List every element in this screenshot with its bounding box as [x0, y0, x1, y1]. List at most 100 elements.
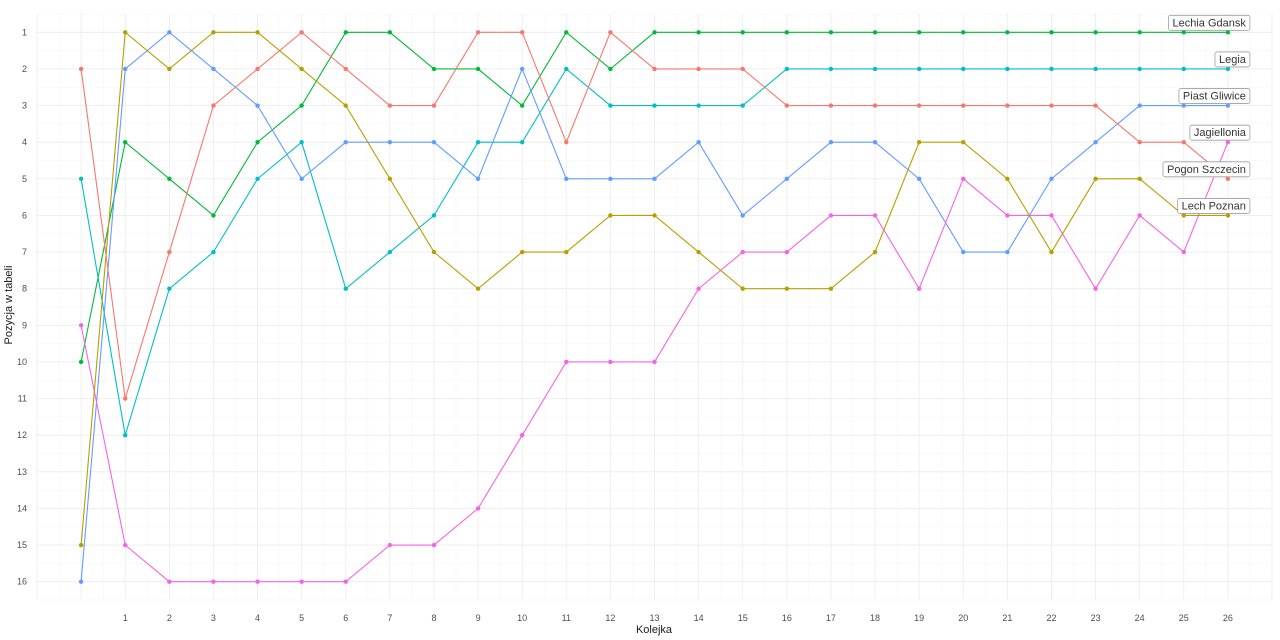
data-point-legia: [872, 66, 878, 72]
data-point-jagiellonia: [1049, 213, 1054, 218]
data-point-legia: [299, 139, 304, 145]
end-label-lechia-gdansk: Lechia Gdansk: [1168, 14, 1251, 31]
data-point-legia: [740, 103, 745, 108]
data-point-lech-poznan: [652, 213, 657, 218]
data-point-jagiellonia: [1093, 286, 1098, 291]
data-point-lech-poznan: [255, 30, 260, 35]
x-tick-label: 14: [694, 613, 704, 623]
series-jagiellonia: [78, 139, 1231, 584]
data-point-piast-gliwice: [784, 176, 790, 182]
end-label-box-lech-poznan: [1177, 198, 1251, 214]
data-point-pogon-szczecin: [652, 66, 657, 72]
x-tick-label: 7: [387, 613, 392, 623]
data-point-jagiellonia: [961, 176, 966, 182]
y-tick-label: 12: [17, 430, 27, 440]
data-point-legia: [828, 66, 834, 72]
data-point-lechia-gdansk: [431, 66, 437, 72]
data-point-pogon-szczecin: [211, 103, 216, 108]
data-point-legia: [1093, 66, 1098, 72]
data-point-legia: [255, 176, 260, 182]
data-point-lech-poznan: [916, 139, 922, 145]
data-point-jagiellonia: [1137, 213, 1142, 218]
x-tick-label: 20: [958, 613, 968, 623]
x-tick-label: 3: [211, 613, 216, 623]
end-label-text-lech-poznan: Lech Poznan: [1182, 200, 1246, 212]
data-point-piast-gliwice: [475, 176, 481, 182]
y-axis-title: Pozycja w tabeli: [3, 266, 15, 345]
data-point-piast-gliwice: [343, 139, 348, 145]
data-point-piast-gliwice: [211, 66, 216, 72]
x-tick-label: 5: [299, 613, 304, 623]
data-point-lechia-gdansk: [387, 30, 393, 35]
data-point-lech-poznan: [961, 139, 966, 145]
data-point-piast-gliwice: [519, 66, 525, 72]
y-tick-label: 9: [22, 320, 27, 330]
data-point-lechia-gdansk: [123, 139, 128, 145]
data-point-pogon-szczecin: [872, 103, 878, 108]
y-tick-label: 4: [22, 137, 27, 147]
data-point-pogon-szczecin: [740, 66, 745, 72]
data-point-legia: [564, 66, 569, 72]
x-axis-ticks: 1 2 3 4 5 6 7 8 9 10 11 12 13 14 15 16 17 18 19 20 21 22 23 24 2…: [123, 613, 1233, 623]
data-point-pogon-szczecin: [961, 103, 966, 108]
y-tick-label: 6: [22, 210, 27, 220]
data-point-lech-poznan: [828, 286, 834, 291]
data-point-legia: [519, 139, 525, 145]
data-point-jagiellonia: [564, 359, 569, 365]
data-point-jagiellonia: [872, 213, 878, 218]
data-point-jagiellonia: [1225, 139, 1231, 145]
data-point-jagiellonia: [343, 579, 348, 584]
data-point-pogon-szczecin: [1181, 139, 1186, 145]
data-point-legia: [167, 286, 172, 291]
data-point-pogon-szczecin: [123, 396, 128, 401]
data-point-legia: [696, 103, 701, 108]
data-point-lechia-gdansk: [299, 103, 304, 108]
y-tick-label: 10: [17, 357, 27, 367]
data-point-lech-poznan: [299, 66, 304, 72]
y-tick-label: 14: [17, 503, 27, 513]
data-point-lechia-gdansk: [740, 30, 745, 35]
end-label-jagiellonia: Jagiellonia: [1189, 124, 1251, 141]
data-point-legia: [784, 66, 790, 72]
data-point-lechia-gdansk: [475, 66, 481, 72]
x-tick-label: 2: [167, 613, 172, 623]
data-point-pogon-szczecin: [828, 103, 834, 108]
data-point-jagiellonia: [387, 542, 393, 548]
data-point-jagiellonia: [916, 286, 922, 291]
data-point-legia: [1137, 66, 1142, 72]
data-point-piast-gliwice: [78, 579, 84, 584]
data-point-lechia-gdansk: [343, 30, 348, 35]
data-point-lechia-gdansk: [1005, 30, 1010, 35]
data-point-lech-poznan: [608, 213, 613, 218]
end-label-piast-gliwice: Piast Gliwice: [1178, 88, 1251, 104]
series-pogon-szczecin: [78, 30, 1231, 401]
end-label-text-legia: Legia: [1219, 54, 1247, 66]
data-point-piast-gliwice: [1181, 103, 1186, 108]
series-piast-gliwice: [78, 30, 1231, 584]
data-point-lechia-gdansk: [608, 66, 613, 72]
end-label-text-lechia-gdansk: Lechia Gdansk: [1173, 17, 1247, 29]
data-point-legia: [1225, 66, 1231, 72]
x-tick-label: 25: [1179, 613, 1189, 623]
data-point-lechia-gdansk: [167, 176, 172, 182]
data-point-jagiellonia: [740, 249, 745, 255]
data-point-jagiellonia: [1181, 249, 1186, 255]
x-tick-label: 6: [343, 613, 348, 623]
data-point-pogon-szczecin: [387, 103, 393, 108]
data-point-jagiellonia: [608, 359, 613, 365]
x-tick-label: 16: [782, 613, 792, 623]
data-point-jagiellonia: [652, 359, 657, 365]
data-point-legia: [961, 66, 966, 72]
y-tick-label: 5: [22, 174, 27, 184]
x-tick-label: 17: [826, 613, 836, 623]
end-label-box-lechia-gdansk: [1168, 14, 1251, 31]
data-point-lechia-gdansk: [696, 30, 701, 35]
grid: [36, 13, 1273, 601]
data-point-jagiellonia: [828, 213, 834, 218]
x-tick-label: 22: [1046, 613, 1056, 623]
data-point-lechia-gdansk: [1137, 30, 1142, 35]
data-point-lech-poznan: [784, 286, 790, 291]
data-point-lech-poznan: [1049, 249, 1054, 255]
data-point-piast-gliwice: [431, 139, 437, 145]
